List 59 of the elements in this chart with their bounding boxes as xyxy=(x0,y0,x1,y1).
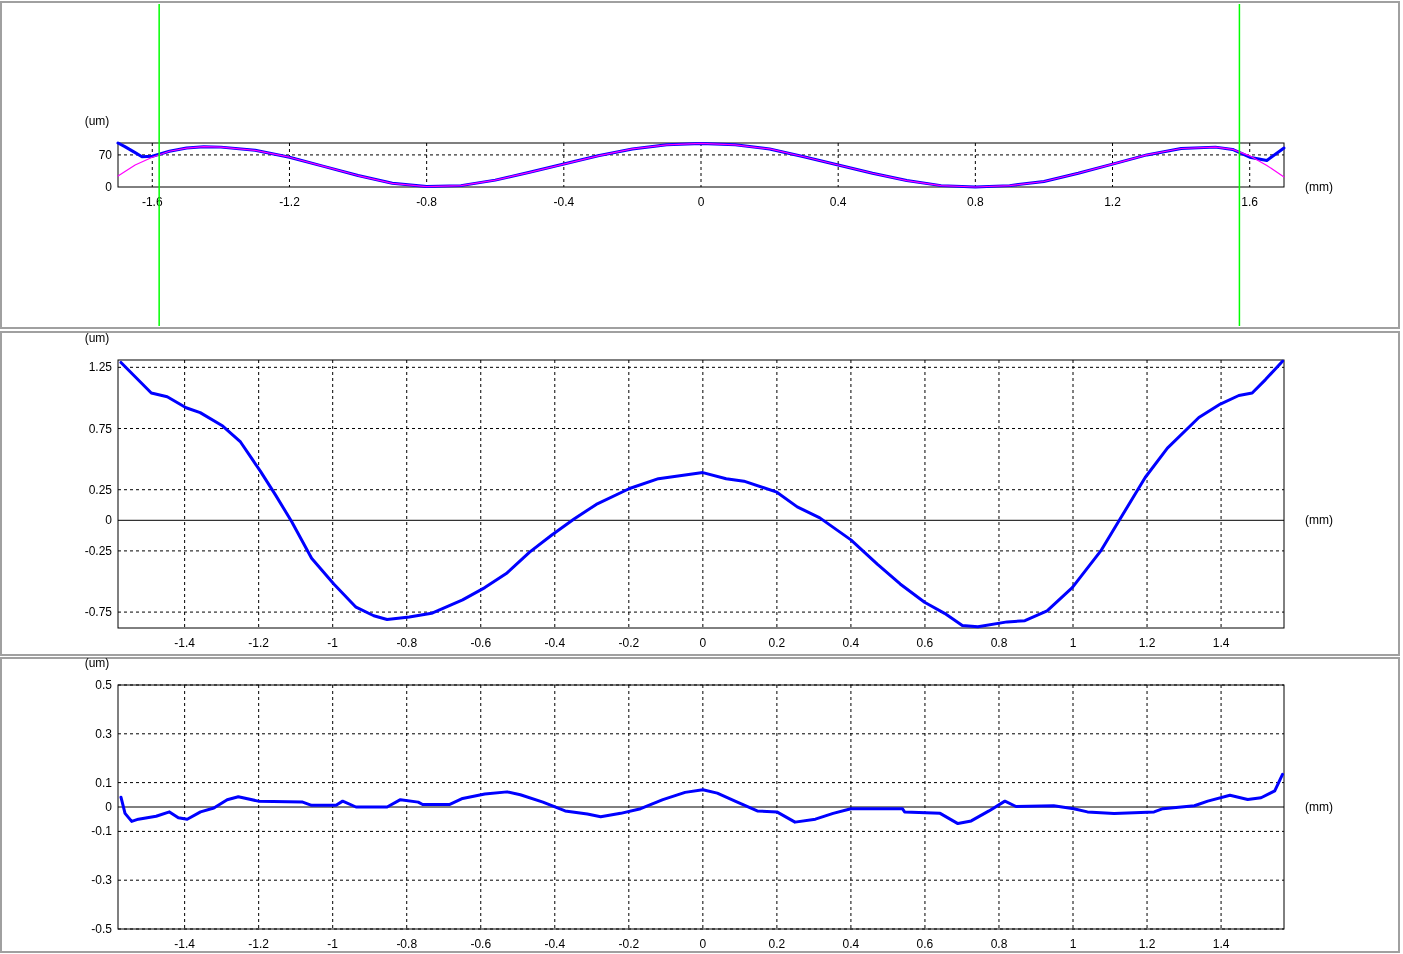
y-tick-label: -0.3 xyxy=(91,873,113,888)
x-tick-label: 1 xyxy=(1069,636,1077,650)
x-tick-label: 1 xyxy=(1069,937,1077,951)
y-tick-label: 0.3 xyxy=(95,726,113,741)
y-axis-title: (um) xyxy=(84,331,110,345)
y-tick-label: -0.1 xyxy=(91,824,113,839)
x-tick-label: 1.4 xyxy=(1212,636,1230,650)
y-axis-title: (um) xyxy=(84,656,110,670)
x-tick-label: 0.4 xyxy=(829,195,847,209)
x-tick-label: -1.4 xyxy=(174,636,196,650)
y-tick-label: 0.25 xyxy=(88,482,113,497)
x-tick-label: -1.4 xyxy=(174,937,196,951)
x-tick-label: -1.2 xyxy=(248,937,270,951)
x-tick-label: 0.2 xyxy=(768,636,786,650)
x-tick-label: 0.8 xyxy=(967,195,985,209)
x-tick-label: 0.4 xyxy=(842,937,860,951)
x-axis-title: (mm) xyxy=(1305,513,1333,528)
y-tick-label: -0.75 xyxy=(84,605,113,620)
x-tick-label: -0.2 xyxy=(618,636,640,650)
y-tick-label: -0.25 xyxy=(84,543,113,558)
x-tick-label: -1 xyxy=(327,937,339,951)
x-axis-title: (mm) xyxy=(1305,180,1333,194)
x-tick-label: 1.2 xyxy=(1138,937,1156,951)
x-tick-label: -0.8 xyxy=(396,636,418,650)
x-tick-label: 0 xyxy=(697,195,705,209)
x-tick-label: 1.4 xyxy=(1212,937,1230,951)
y-tick-label: 1.25 xyxy=(88,360,113,375)
x-tick-label: 1.2 xyxy=(1104,195,1122,209)
y-axis-title: (um) xyxy=(84,114,110,128)
x-tick-label: -1.2 xyxy=(248,636,270,650)
x-tick-label: -0.6 xyxy=(470,636,492,650)
x-tick-label: 0.2 xyxy=(768,937,786,951)
y-tick-label: 0 xyxy=(105,180,113,194)
x-tick-label: -0.8 xyxy=(416,195,438,209)
x-tick-label: 0.8 xyxy=(990,937,1008,951)
y-tick-label: 0 xyxy=(105,513,113,528)
x-tick-label: -0.4 xyxy=(553,195,575,209)
x-tick-label: -0.2 xyxy=(618,937,640,951)
y-tick-label: 0.5 xyxy=(95,678,113,692)
x-tick-label: 0.6 xyxy=(916,937,934,951)
y-tick-label: 70 xyxy=(98,147,113,162)
x-tick-label: -1.2 xyxy=(279,195,301,209)
x-tick-label: 0.6 xyxy=(916,636,934,650)
x-tick-label: -0.6 xyxy=(470,937,492,951)
x-tick-label: 0 xyxy=(699,636,707,650)
x-tick-label: 0.4 xyxy=(842,636,860,650)
y-tick-label: 0 xyxy=(105,800,113,814)
x-tick-label: 1.6 xyxy=(1241,195,1259,209)
x-axis-title: (mm) xyxy=(1305,800,1333,814)
x-tick-label: 0.8 xyxy=(990,636,1008,650)
y-tick-label: -0.5 xyxy=(91,922,113,936)
x-tick-label: -1 xyxy=(327,636,339,650)
x-tick-label: 0 xyxy=(699,937,707,951)
x-tick-label: 1.2 xyxy=(1138,636,1156,650)
x-tick-label: -0.4 xyxy=(544,937,566,951)
x-tick-label: -0.8 xyxy=(396,937,418,951)
y-tick-label: 0.75 xyxy=(88,421,113,436)
x-tick-label: -0.4 xyxy=(544,636,566,650)
y-tick-label: 0.1 xyxy=(95,775,113,790)
